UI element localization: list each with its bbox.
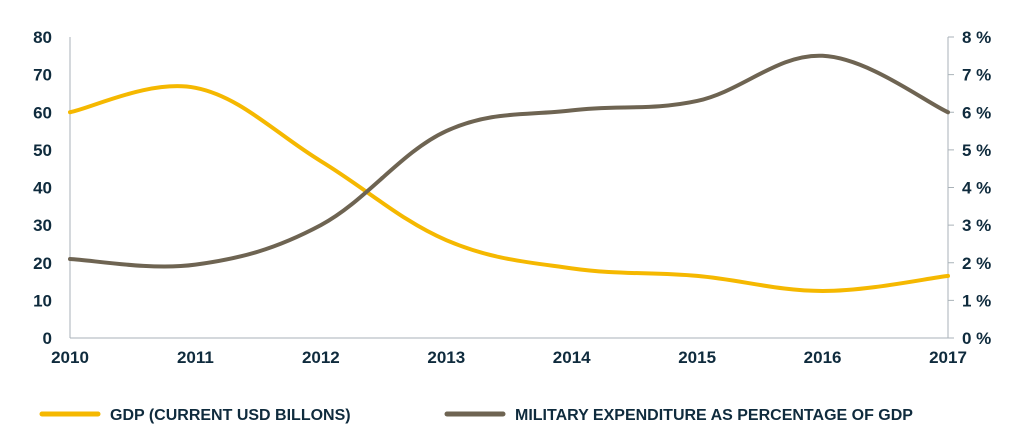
x-axis-ticks: 2010 2011 2012 2013 2014 2015 2016 2017 (51, 348, 967, 367)
right-tick-label: 1 % (962, 291, 991, 310)
series-line-gdp (68, 84, 950, 293)
left-tick-label: 40 (33, 179, 52, 198)
x-tick-label: 2011 (177, 348, 214, 367)
x-tick-label: 2015 (678, 348, 716, 367)
left-tick-label: 30 (33, 216, 52, 235)
right-tick-label: 2 % (962, 254, 991, 273)
left-tick-label: 10 (33, 291, 52, 310)
x-tick-label: 2014 (553, 348, 591, 367)
right-tick-label: 0 % (962, 329, 991, 348)
right-tick-label: 3 % (962, 216, 991, 235)
x-tick-label: 2010 (51, 348, 89, 367)
x-tick-label: 2012 (302, 348, 340, 367)
legend-label-gdp: GDP (CURRENT USD BILLONS) (110, 407, 351, 424)
right-tick-label: 4 % (962, 179, 991, 198)
right-tick-label: 6 % (962, 103, 991, 122)
x-tick-label: 2017 (929, 348, 967, 367)
right-tick-label: 7 % (962, 66, 991, 85)
series-line-military (68, 53, 950, 269)
left-tick-label: 70 (33, 66, 52, 85)
left-tick-label: 50 (33, 141, 52, 160)
left-tick-label: 20 (33, 254, 52, 273)
series-lines (68, 53, 950, 293)
legend: GDP (CURRENT USD BILLONS) MILITARY EXPEN… (39, 407, 913, 424)
left-tick-label: 80 (33, 28, 52, 47)
right-tick-label: 8 % (962, 28, 991, 47)
left-axis-ticks: 0 10 20 30 40 50 60 70 80 (33, 28, 52, 348)
legend-label-military: MILITARY EXPENDITURE AS PERCENTAGE OF GD… (515, 407, 913, 424)
left-tick-label: 60 (33, 103, 52, 122)
left-tick-label: 0 (43, 329, 52, 348)
x-tick-label: 2016 (804, 348, 842, 367)
right-axis-ticks: 0 % 1 % 2 % 3 % 4 % 5 % 6 % 7 % 8 % (948, 28, 991, 348)
right-tick-label: 5 % (962, 141, 991, 160)
x-tick-label: 2013 (427, 348, 465, 367)
